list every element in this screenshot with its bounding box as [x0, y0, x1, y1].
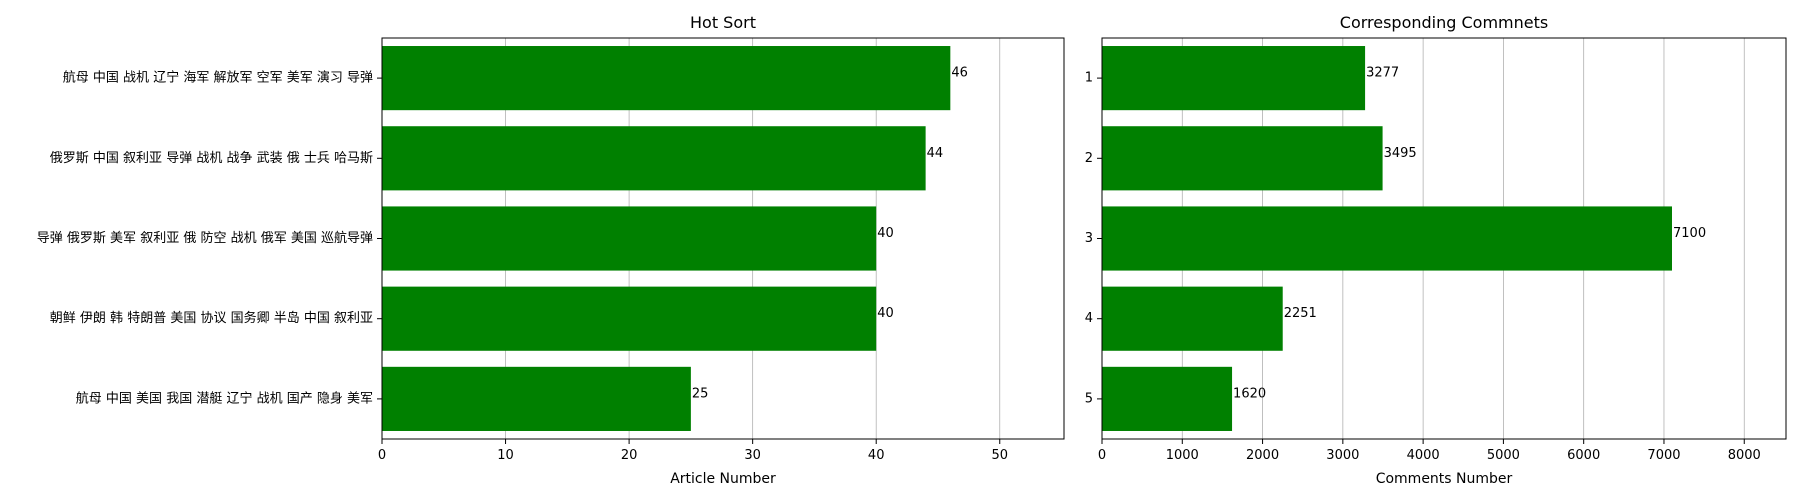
value-label: 3495 — [1384, 146, 1417, 161]
x-axis-label: Comments Number — [1376, 471, 1513, 487]
y-tick-label: 导弹 俄罗斯 美军 叙利亚 俄 防空 战机 俄军 美国 巡航导弹 — [37, 230, 373, 246]
corresponding-comments-chart: 3277 3495 7100 2251 1620 1 2 3 4 5 0 1000 2000 3000 40… — [1085, 13, 1787, 487]
value-label: 40 — [877, 226, 894, 241]
x-tick-label: 2000 — [1246, 448, 1279, 463]
bar — [1102, 46, 1366, 111]
x-tick-label: 10 — [497, 448, 514, 463]
x-tick-label: 40 — [868, 448, 885, 463]
value-label: 2251 — [1284, 306, 1317, 321]
x-tick-label: 0 — [1098, 448, 1106, 463]
value-label: 7100 — [1673, 226, 1706, 241]
x-tick-label: 7000 — [1647, 448, 1680, 463]
y-tick-label: 4 — [1085, 311, 1093, 326]
bar — [1102, 126, 1383, 191]
value-label: 25 — [692, 386, 709, 401]
x-axis-label: Article Number — [670, 471, 776, 487]
value-label: 1620 — [1233, 386, 1266, 401]
bar — [382, 366, 691, 431]
chart-title: Hot Sort — [690, 13, 756, 32]
x-tick-label: 1000 — [1166, 448, 1199, 463]
x-tick-label: 0 — [378, 448, 386, 463]
axes-frame — [381, 37, 1065, 440]
axes-frame — [1101, 37, 1787, 440]
value-label: 40 — [877, 306, 894, 321]
chart-title: Corresponding Commnets — [1340, 13, 1548, 32]
y-tick-label: 3 — [1085, 231, 1093, 246]
x-tick-label: 20 — [621, 448, 638, 463]
bar — [382, 46, 951, 111]
y-tick-label: 朝鲜 伊朗 韩 特朗普 美国 协议 国务卿 半岛 中国 叙利亚 — [50, 310, 373, 326]
y-tick-label: 5 — [1085, 391, 1093, 406]
value-label: 3277 — [1366, 66, 1399, 81]
bar — [382, 126, 926, 191]
x-tick-label: 50 — [991, 448, 1008, 463]
y-tick-label: 2 — [1085, 151, 1093, 166]
x-tick-label: 30 — [744, 448, 761, 463]
y-tick-label: 1 — [1085, 71, 1093, 86]
bar — [1102, 206, 1672, 271]
x-tick-label: 6000 — [1567, 448, 1600, 463]
x-tick-label: 8000 — [1728, 448, 1761, 463]
hot-sort-chart: 46 44 40 40 25 航母 中国 战机 辽宁 海军 解放军 空军 美军 演习 导弹… — [37, 13, 1065, 487]
y-tick-label: 航母 中国 战机 辽宁 海军 解放军 空军 美军 演习 导弹 — [63, 70, 373, 86]
value-label: 44 — [927, 146, 944, 161]
bar — [1102, 366, 1233, 431]
x-tick-label: 3000 — [1326, 448, 1359, 463]
x-tick-label: 5000 — [1487, 448, 1520, 463]
bar — [382, 206, 877, 271]
y-tick-label: 航母 中国 美国 我国 潜艇 辽宁 战机 国产 隐身 美军 — [76, 390, 373, 406]
y-tick-label: 俄罗斯 中国 叙利亚 导弹 战机 战争 武装 俄 士兵 哈马斯 — [50, 151, 373, 166]
value-label: 46 — [951, 66, 968, 81]
x-tick-label: 4000 — [1407, 448, 1440, 463]
bar — [382, 286, 877, 351]
bar — [1102, 286, 1283, 351]
